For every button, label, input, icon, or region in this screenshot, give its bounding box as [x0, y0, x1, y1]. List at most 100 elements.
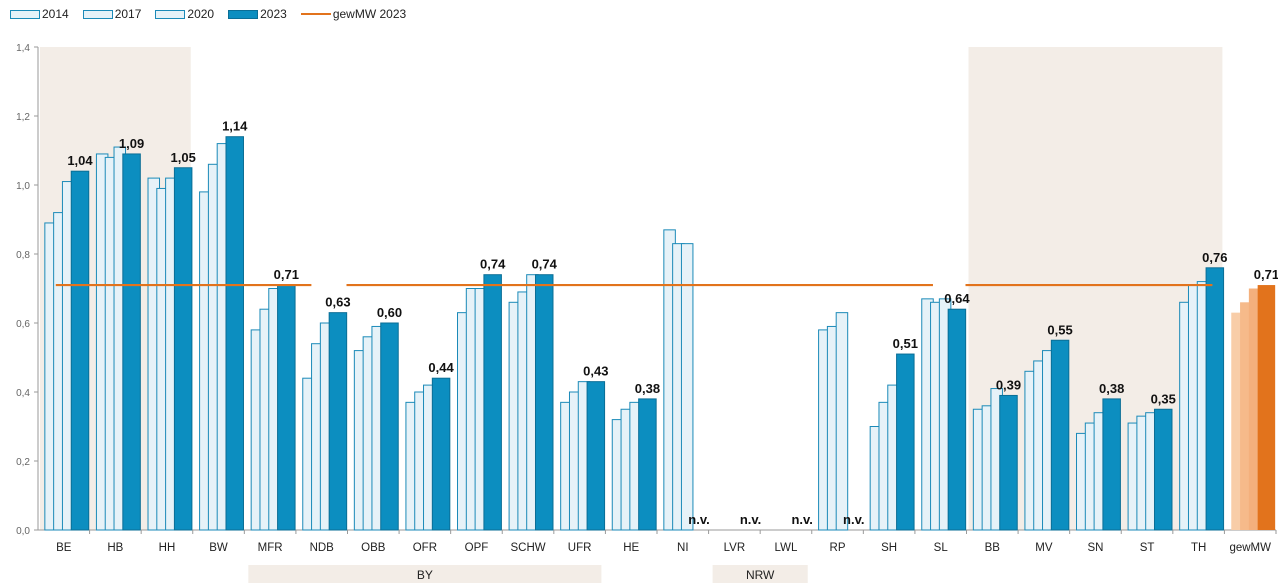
x-tick-label-mfr: MFR — [258, 542, 283, 554]
bar-mfr-2023[interactable] — [277, 284, 296, 531]
y-tick-label: 1,4 — [16, 43, 30, 54]
bar-ndb-2023[interactable] — [328, 312, 348, 531]
legend-swatch-2020 — [155, 9, 186, 19]
legend-label-2023: 2023 — [260, 7, 287, 21]
value-label-ofr: 0,44 — [428, 360, 454, 375]
value-label-ni: n.v. — [688, 512, 709, 527]
value-label-schw: 0,74 — [532, 257, 558, 272]
value-label-hh: 1,05 — [171, 150, 196, 165]
value-label-ndb: 0,63 — [325, 295, 350, 310]
value-label-mfr: 0,71 — [274, 267, 299, 282]
bar-st-2023[interactable] — [1153, 408, 1173, 531]
x-tick-label-ufr: UFR — [568, 542, 592, 554]
bar-gewmw-2017[interactable] — [1240, 302, 1252, 530]
bar-gewmw-2023[interactable] — [1257, 285, 1276, 530]
x-tick-label-th: TH — [1191, 542, 1206, 554]
value-label-st: 0,35 — [1151, 391, 1176, 406]
bar-sn-2023[interactable] — [1102, 398, 1121, 531]
y-tick-label: 0,8 — [16, 250, 30, 261]
legend-swatch-2023 — [228, 9, 259, 19]
value-label-mv: 0,55 — [1047, 322, 1072, 337]
value-label-sl: 0,64 — [944, 291, 970, 306]
legend-label-2014: 2014 — [42, 7, 69, 21]
x-tick-label-gewmw: gewMW — [1229, 542, 1271, 554]
legend-label-gewmw: gewMW 2023 — [332, 7, 407, 21]
bar-be-2023[interactable] — [70, 170, 90, 531]
value-label-lwl: n.v. — [791, 512, 812, 527]
x-tick-label-ndb: NDB — [310, 542, 335, 554]
x-tick-label-st: ST — [1140, 542, 1155, 554]
y-tick-label: 0,4 — [16, 388, 30, 399]
value-label-sn: 0,38 — [1099, 381, 1124, 396]
x-tick-label-ni: NI — [677, 542, 689, 554]
bar-hb-2023[interactable] — [122, 153, 141, 531]
x-tick-label-mv: MV — [1035, 542, 1053, 554]
bar-rp-2020[interactable] — [835, 312, 849, 531]
y-tick-label: 0,6 — [16, 319, 30, 330]
bar-gewmw-2014[interactable] — [1231, 312, 1243, 530]
value-label-ufr: 0,43 — [583, 364, 608, 379]
value-label-th: 0,76 — [1202, 250, 1227, 265]
bar-sl-2023[interactable] — [947, 308, 967, 531]
x-tick-label-ofr: OFR — [413, 542, 437, 554]
bar-schw-2023[interactable] — [534, 274, 554, 531]
legend-item-2023[interactable]: 2023 — [228, 7, 287, 21]
legend: 2014 2017 2020 2023 gewMW 2023 — [10, 6, 420, 22]
bar-bb-2023[interactable] — [999, 394, 1018, 531]
bar-obb-2023[interactable] — [380, 322, 399, 531]
x-tick-label-lvr: LVR — [724, 542, 746, 554]
value-label-bb: 0,39 — [996, 377, 1021, 392]
x-tick-label-opf: OPF — [465, 542, 489, 554]
legend-swatch-2017 — [82, 9, 113, 19]
bar-he-2023[interactable] — [638, 398, 657, 531]
legend-item-2017[interactable]: 2017 — [82, 7, 142, 21]
value-label-sh: 0,51 — [893, 336, 918, 351]
value-label-be: 1,04 — [67, 153, 93, 168]
legend-label-2020: 2020 — [187, 7, 215, 21]
x-tick-label-bb: BB — [985, 542, 1001, 554]
value-label-hb: 1,09 — [119, 136, 144, 151]
bar-opf-2023[interactable] — [483, 274, 502, 531]
x-tick-label-lwl: LWL — [775, 542, 798, 554]
bar-sh-2023[interactable] — [896, 353, 915, 531]
bar-gewmw-2020[interactable] — [1248, 288, 1261, 531]
x-tick-label-obb: OBB — [361, 542, 386, 554]
x-tick-label-he: HE — [623, 542, 639, 554]
x-tick-label-sl: SL — [934, 542, 949, 554]
y-tick-label: 0,2 — [16, 457, 30, 468]
y-tick-label: 0,0 — [16, 526, 30, 537]
bar-ofr-2023[interactable] — [431, 377, 451, 531]
legend-label-2017: 2017 — [114, 7, 142, 21]
y-tick-label: 1,2 — [16, 112, 30, 123]
bar-bw-2023[interactable] — [225, 136, 244, 531]
x-tick-label-schw: SCHW — [510, 542, 545, 554]
value-label-obb: 0,60 — [377, 305, 402, 320]
x-tick-label-be: BE — [56, 542, 72, 554]
value-label-gewmw: 0,71 — [1254, 267, 1278, 282]
value-label-bw: 1,14 — [222, 119, 248, 134]
bar-ni-2020[interactable] — [680, 243, 694, 531]
x-tick-label-rp: RP — [830, 542, 846, 554]
group-band-nrw — [712, 565, 808, 583]
bar-mv-2023[interactable] — [1050, 339, 1070, 531]
value-label-opf: 0,74 — [480, 257, 506, 272]
bar-th-2023[interactable] — [1205, 267, 1225, 531]
bar-ufr-2023[interactable] — [586, 381, 606, 531]
legend-swatch-gewmw — [300, 13, 331, 15]
x-tick-label-sn: SN — [1087, 542, 1103, 554]
group-band-by — [248, 565, 602, 583]
group-label-by: BY — [417, 568, 433, 582]
legend-item-2020[interactable]: 2020 — [155, 7, 214, 21]
bar-hh-2023[interactable] — [173, 167, 193, 531]
value-label-rp: n.v. — [843, 512, 864, 527]
y-tick-label: 1,0 — [16, 181, 30, 192]
legend-item-gewmw[interactable]: gewMW 2023 — [300, 7, 407, 21]
x-tick-label-hb: HB — [107, 542, 123, 554]
value-label-he: 0,38 — [635, 381, 660, 396]
x-tick-label-bw: BW — [209, 542, 228, 554]
x-tick-label-sh: SH — [881, 542, 897, 554]
legend-item-2014[interactable]: 2014 — [10, 7, 69, 21]
x-tick-label-hh: HH — [159, 542, 176, 554]
group-label-nrw: NRW — [746, 568, 775, 582]
